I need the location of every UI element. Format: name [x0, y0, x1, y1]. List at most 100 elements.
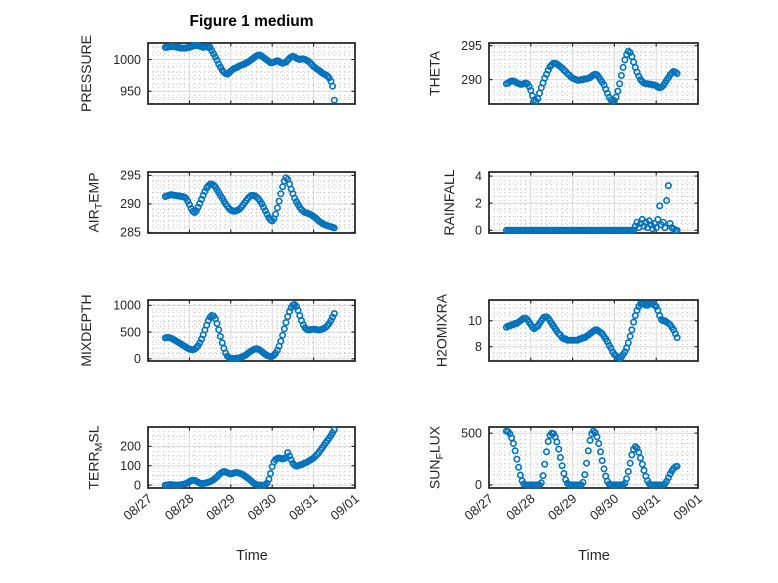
- data-point: [184, 197, 192, 205]
- data-point: [586, 436, 594, 444]
- x-tick-label: 08/28: [162, 491, 197, 523]
- data-point: [616, 80, 624, 88]
- y-axis-label: PRESSURE: [78, 35, 94, 112]
- y-tick-label: 2: [475, 196, 482, 210]
- data-point: [515, 463, 523, 471]
- x-tick-label: 09/01: [327, 491, 362, 523]
- y-tick-label: 500: [461, 427, 482, 441]
- plot-box: [488, 299, 699, 362]
- data-point: [191, 209, 199, 217]
- data-point: [635, 72, 643, 80]
- series-markers: [502, 427, 681, 489]
- data-point: [614, 87, 622, 95]
- data-point: [330, 96, 338, 104]
- data-point: [661, 224, 669, 232]
- data-point: [327, 317, 335, 325]
- series-markers: [502, 300, 681, 362]
- plot-box: [147, 42, 356, 105]
- y-tick-label: 0: [475, 224, 482, 238]
- y-tick-label: 200: [120, 440, 141, 454]
- y-tick-label: 295: [120, 169, 141, 183]
- data-point: [553, 438, 561, 446]
- x-tick-label: 08/27: [461, 491, 496, 523]
- data-point: [636, 454, 644, 462]
- axis-ticks: [147, 172, 356, 233]
- data-point: [277, 190, 285, 198]
- y-axis-label: AIRTEMP: [85, 172, 105, 232]
- y-tick-label: 0: [475, 478, 482, 492]
- y-tick-label: 290: [461, 73, 482, 87]
- data-point: [664, 474, 672, 482]
- plot-box: [147, 171, 356, 234]
- subplot-mixdepth: 0 500 1000 MIXDEPTH: [78, 294, 356, 367]
- series-markers: [161, 174, 338, 232]
- data-point: [329, 313, 337, 321]
- y-tick-label: 1000: [113, 53, 141, 67]
- plot-box: [488, 426, 699, 489]
- x-tick-label: 08/29: [203, 491, 238, 523]
- data-point: [584, 447, 592, 455]
- data-point: [581, 471, 589, 479]
- axis-ticks: [147, 427, 356, 488]
- data-point: [582, 459, 590, 467]
- subplot-theta: 290 295 THETA: [426, 39, 699, 105]
- data-point: [537, 479, 545, 487]
- data-point: [280, 177, 288, 185]
- data-point: [329, 82, 337, 90]
- data-point: [619, 63, 627, 71]
- x-tick-label: 08/30: [587, 491, 622, 523]
- y-tick-label: 285: [120, 226, 141, 240]
- data-point: [330, 426, 338, 434]
- data-point: [330, 224, 338, 232]
- x-tick-label: 08/29: [545, 491, 580, 523]
- data-point: [282, 174, 290, 182]
- x-tick-label: 08/31: [286, 491, 321, 523]
- subplot-rainfall: 0 2 4 RAINFALL: [441, 169, 699, 238]
- series-markers: [502, 47, 681, 105]
- data-point: [216, 332, 224, 340]
- data-point: [664, 182, 672, 190]
- data-point: [673, 462, 681, 470]
- data-point: [544, 66, 552, 74]
- data-point: [513, 455, 521, 463]
- data-point: [560, 469, 568, 477]
- data-point: [291, 194, 299, 202]
- data-point: [600, 465, 608, 473]
- data-point: [555, 445, 563, 453]
- data-point: [215, 326, 223, 334]
- x-tick-label: 08/27: [120, 491, 155, 523]
- y-tick-label: 295: [461, 39, 482, 53]
- data-point: [623, 475, 631, 483]
- data-point: [558, 462, 566, 470]
- data-point: [595, 439, 603, 447]
- data-point: [273, 204, 281, 212]
- data-point: [593, 433, 601, 441]
- plot-box: [488, 42, 699, 105]
- major-grid: [489, 43, 698, 104]
- subplot-h2omixra: 8 10 H2OMIXRA: [434, 293, 699, 367]
- y-axis-label: H2OMIXRA: [434, 293, 450, 367]
- figure-title: Figure 1 medium: [189, 13, 314, 30]
- data-point: [652, 224, 660, 232]
- plot-box: [147, 299, 356, 362]
- data-point: [277, 337, 285, 345]
- data-point: [673, 226, 681, 234]
- y-tick-label: 0: [134, 478, 141, 492]
- data-point: [624, 339, 632, 347]
- series-markers: [161, 41, 338, 104]
- data-point: [630, 318, 638, 326]
- xlabel-time-right: Time: [578, 548, 610, 564]
- y-axis-label: TERRMSL: [85, 425, 105, 489]
- data-point: [624, 467, 632, 475]
- data-point: [210, 181, 218, 189]
- data-point: [509, 439, 517, 447]
- minor-grid: [148, 427, 355, 488]
- data-point: [279, 331, 287, 339]
- data-point: [511, 447, 519, 455]
- data-point: [260, 203, 268, 211]
- y-tick-label: 950: [120, 85, 141, 99]
- data-point: [579, 478, 587, 486]
- y-tick-label: 4: [475, 169, 482, 183]
